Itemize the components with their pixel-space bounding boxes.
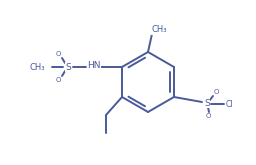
Text: CH₃: CH₃	[151, 26, 167, 34]
Text: O: O	[55, 77, 61, 83]
Text: O: O	[213, 89, 219, 95]
Text: Cl: Cl	[225, 99, 233, 109]
Text: CH₃: CH₃	[29, 63, 45, 71]
Text: O: O	[55, 51, 61, 57]
Text: HN: HN	[87, 62, 101, 70]
Text: S: S	[204, 99, 210, 108]
Text: S: S	[65, 63, 71, 71]
Text: O: O	[205, 113, 211, 119]
